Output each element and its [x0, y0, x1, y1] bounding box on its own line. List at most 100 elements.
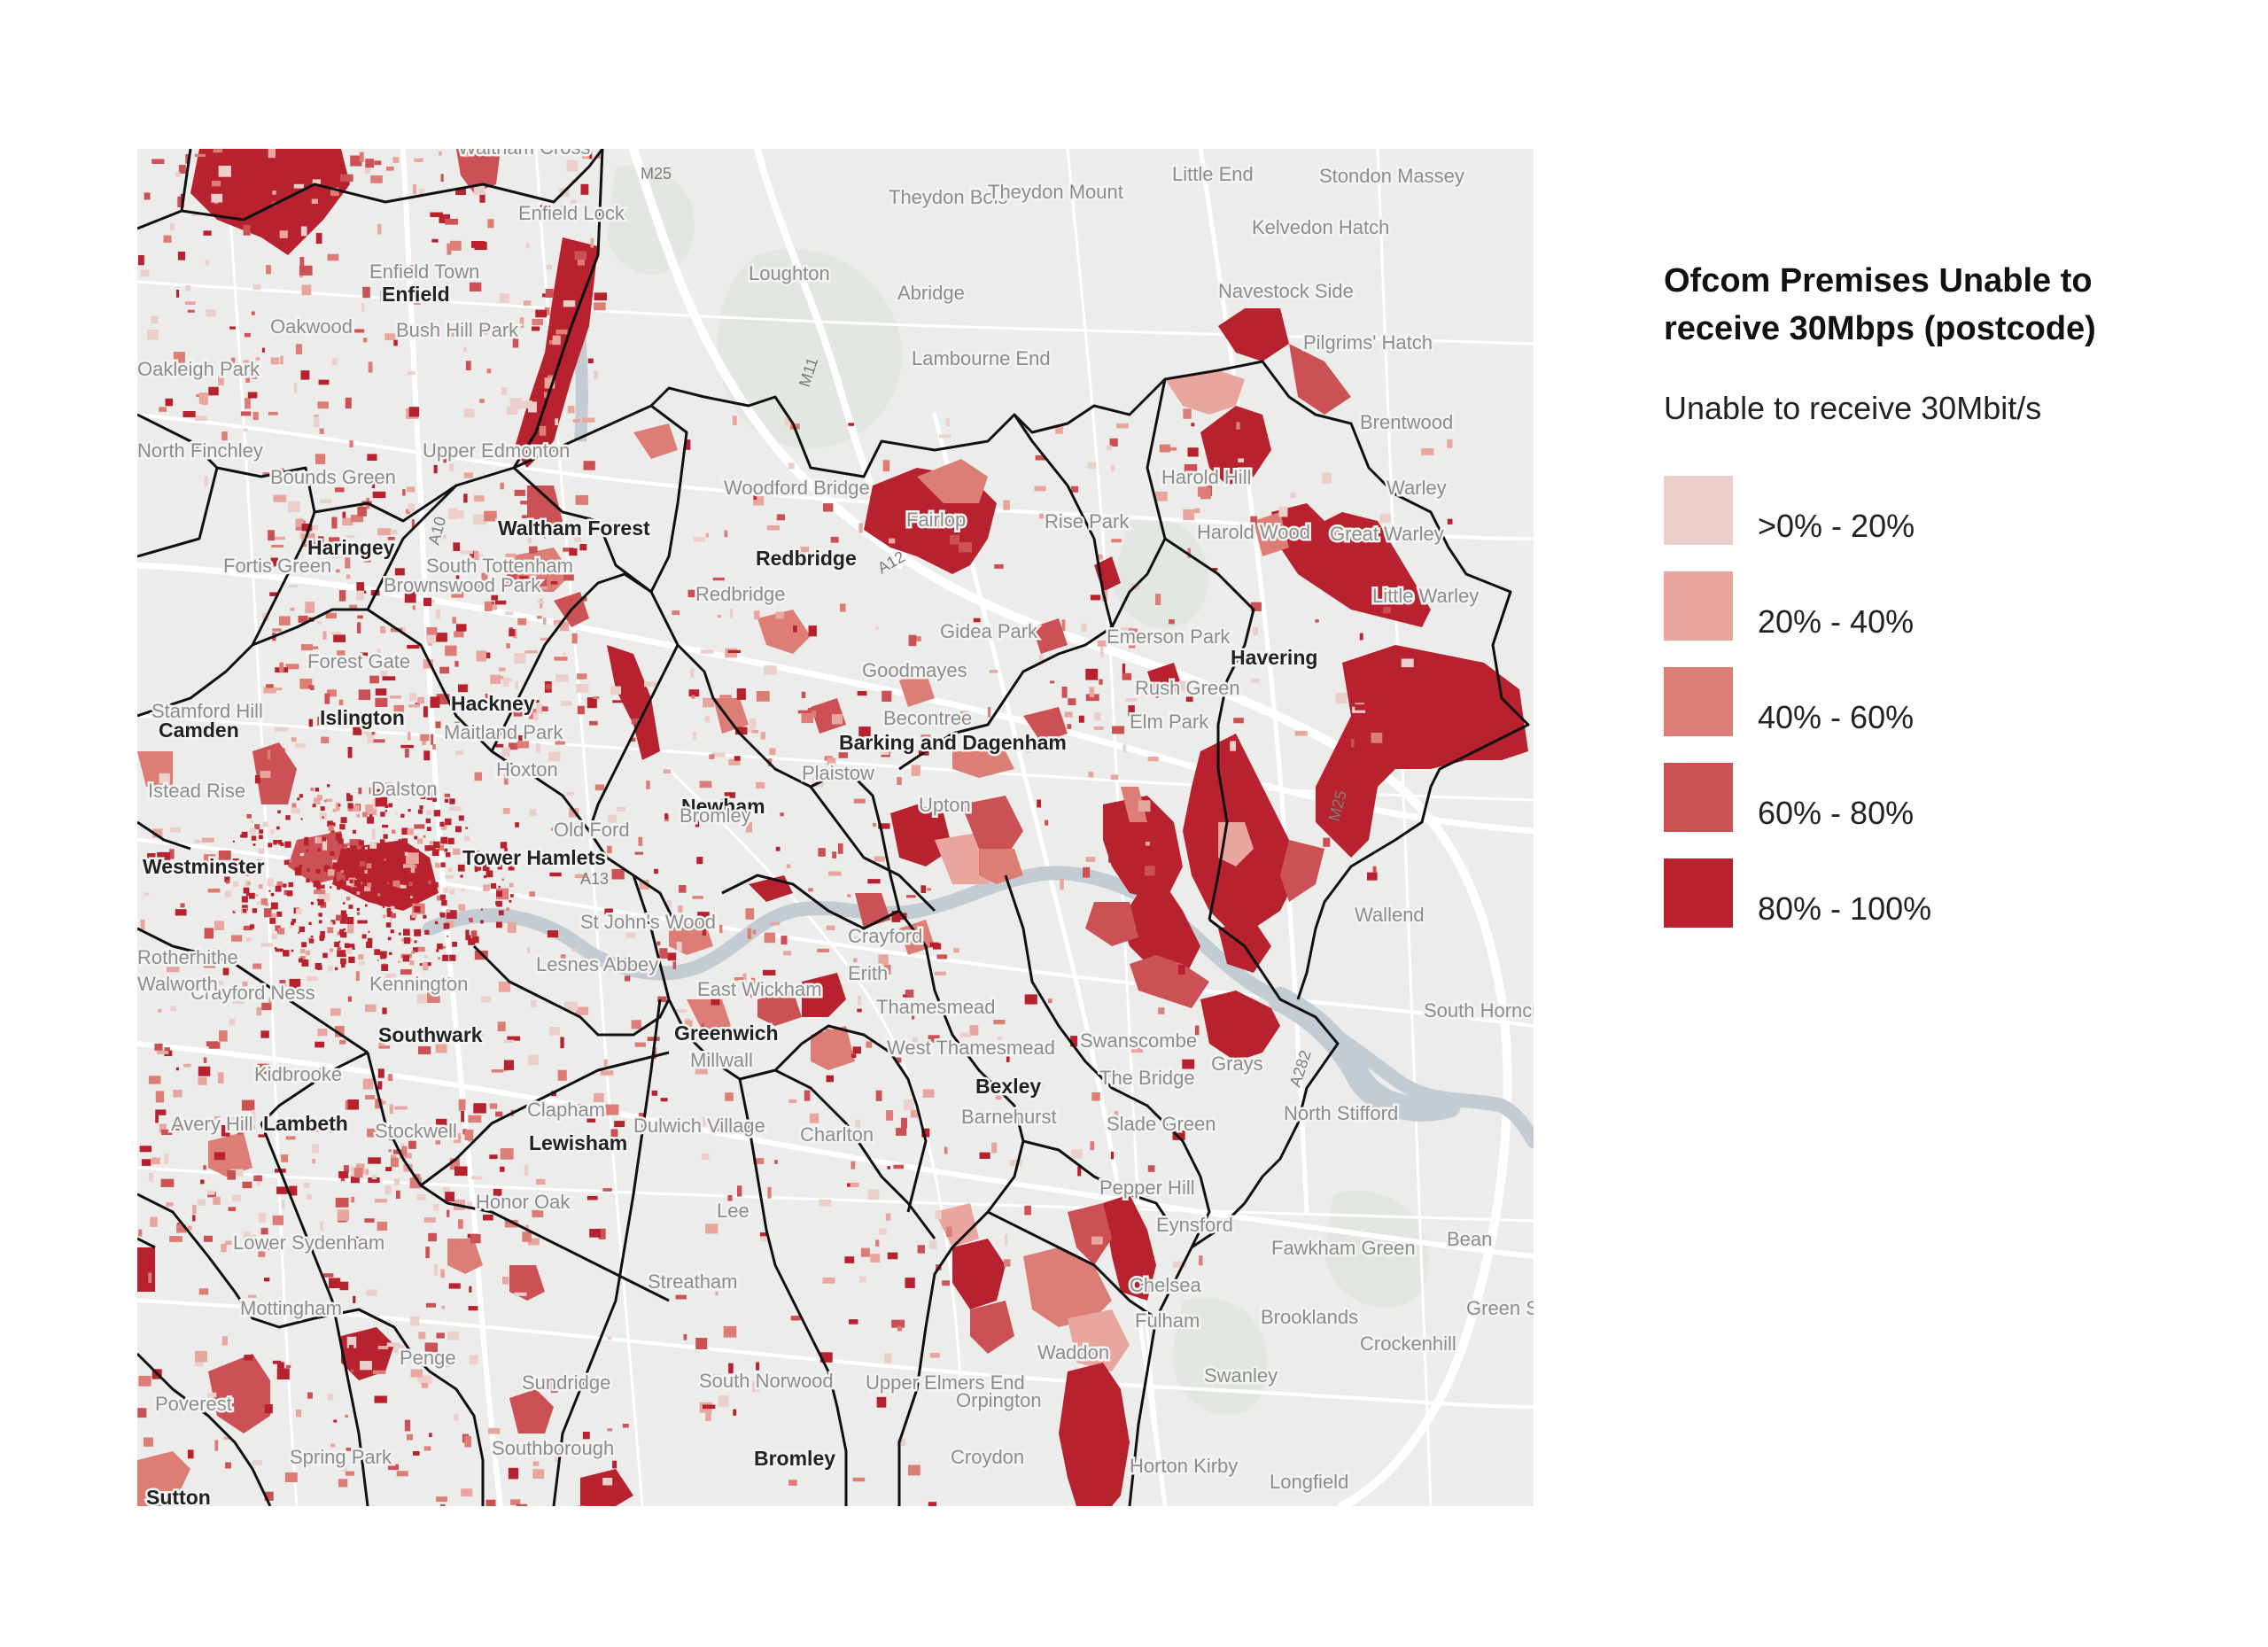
legend-label: 40% - 60% — [1758, 699, 1915, 735]
postcode-fleck — [471, 936, 479, 944]
postcode-fleck — [258, 884, 263, 890]
postcode-fleck — [672, 610, 680, 616]
postcode-fleck — [318, 920, 322, 924]
postcode-fleck — [545, 684, 552, 690]
postcode-fleck — [262, 821, 268, 827]
postcode-fleck — [449, 798, 455, 804]
postcode-fleck — [434, 921, 439, 925]
postcode-fleck — [329, 537, 340, 545]
postcode-fleck — [420, 793, 426, 799]
postcode-fleck — [414, 835, 418, 840]
postcode-fleck — [345, 557, 351, 569]
postcode-fleck — [287, 858, 292, 862]
postcode-fleck — [510, 1499, 521, 1505]
postcode-fleck — [316, 883, 322, 889]
postcode-fleck — [979, 1152, 990, 1159]
postcode-fleck — [1155, 594, 1161, 605]
postcode-fleck — [489, 1154, 498, 1160]
postcode-fleck — [1187, 548, 1191, 558]
postcode-fleck — [906, 1044, 913, 1053]
postcode-fleck — [332, 862, 340, 870]
postcode-fleck — [203, 1057, 207, 1063]
postcode-fleck — [260, 943, 273, 947]
postcode-fleck — [1099, 679, 1103, 685]
postcode-fleck — [143, 1437, 153, 1447]
choropleth-map[interactable]: M25 M11 A10 A12 A13 A282 M25 Enfield Har… — [137, 149, 1534, 1506]
postcode-fleck — [594, 292, 607, 301]
postcode-fleck — [177, 252, 186, 260]
postcode-fleck — [379, 1100, 386, 1105]
postcode-fleck — [506, 907, 509, 911]
postcode-fleck — [237, 1123, 243, 1135]
place-label: Great Warley — [1330, 523, 1444, 545]
postcode-fleck — [315, 232, 322, 245]
postcode-fleck — [201, 837, 214, 843]
legend-swatch — [1664, 476, 1733, 545]
postcode-fleck — [243, 887, 250, 894]
postcode-fleck — [297, 797, 300, 801]
postcode-fleck — [471, 1176, 483, 1180]
postcode-fleck — [147, 853, 156, 858]
postcode-fleck — [411, 950, 416, 954]
borough-label-redbridge: Redbridge — [756, 547, 857, 570]
postcode-fleck — [144, 192, 151, 200]
postcode-fleck — [752, 1380, 760, 1392]
postcode-patch — [1023, 707, 1068, 742]
postcode-fleck — [614, 1121, 625, 1128]
postcode-fleck — [361, 934, 367, 939]
postcode-fleck — [691, 695, 695, 699]
postcode-fleck — [330, 631, 341, 635]
postcode-fleck — [477, 581, 486, 592]
postcode-fleck — [367, 1128, 378, 1138]
postcode-fleck — [470, 1234, 481, 1244]
postcode-fleck — [959, 1032, 971, 1037]
postcode-fleck — [718, 1123, 729, 1132]
postcode-fleck — [169, 827, 181, 833]
postcode-fleck — [528, 1238, 540, 1246]
postcode-patch — [890, 804, 952, 866]
postcode-fleck — [400, 838, 408, 845]
postcode-fleck — [318, 893, 330, 902]
postcode-fleck — [910, 1109, 918, 1118]
postcode-fleck — [169, 1236, 183, 1242]
postcode-fleck — [415, 702, 420, 706]
postcode-fleck — [745, 821, 753, 833]
postcode-fleck — [426, 827, 431, 831]
postcode-fleck — [917, 1245, 925, 1254]
place-label: Loughton — [749, 262, 830, 284]
postcode-fleck — [327, 966, 333, 972]
postcode-fleck — [171, 956, 175, 966]
postcode-fleck — [245, 893, 250, 897]
postcode-fleck — [400, 626, 406, 634]
postcode-fleck — [388, 803, 393, 808]
postcode-fleck — [423, 962, 429, 971]
postcode-patch — [509, 548, 571, 592]
place-label: Bromley — [680, 804, 751, 827]
postcode-fleck — [328, 550, 336, 556]
postcode-fleck — [920, 734, 931, 742]
place-label: Bean — [1447, 1228, 1492, 1250]
postcode-fleck — [509, 899, 512, 903]
postcode-fleck — [300, 948, 306, 953]
postcode-fleck — [610, 686, 621, 695]
postcode-fleck — [687, 1029, 692, 1037]
postcode-fleck — [695, 1338, 708, 1349]
postcode-fleck — [291, 921, 295, 926]
place-label: Emerson Park — [1107, 625, 1231, 648]
postcode-fleck — [358, 689, 371, 701]
postcode-fleck — [335, 833, 342, 840]
borough-label-southwark: Southwark — [378, 1023, 483, 1046]
postcode-fleck — [896, 1057, 902, 1063]
postcode-fleck — [349, 839, 361, 850]
postcode-fleck — [310, 936, 314, 938]
postcode-fleck — [407, 1433, 413, 1441]
postcode-fleck — [365, 904, 368, 907]
postcode-fleck — [1168, 447, 1177, 451]
postcode-fleck — [766, 525, 780, 531]
postcode-fleck — [455, 730, 461, 739]
postcode-fleck — [819, 1352, 833, 1363]
postcode-fleck — [151, 315, 159, 324]
postcode-patch — [1280, 840, 1324, 902]
postcode-fleck — [320, 806, 325, 812]
postcode-patch — [208, 1354, 270, 1433]
